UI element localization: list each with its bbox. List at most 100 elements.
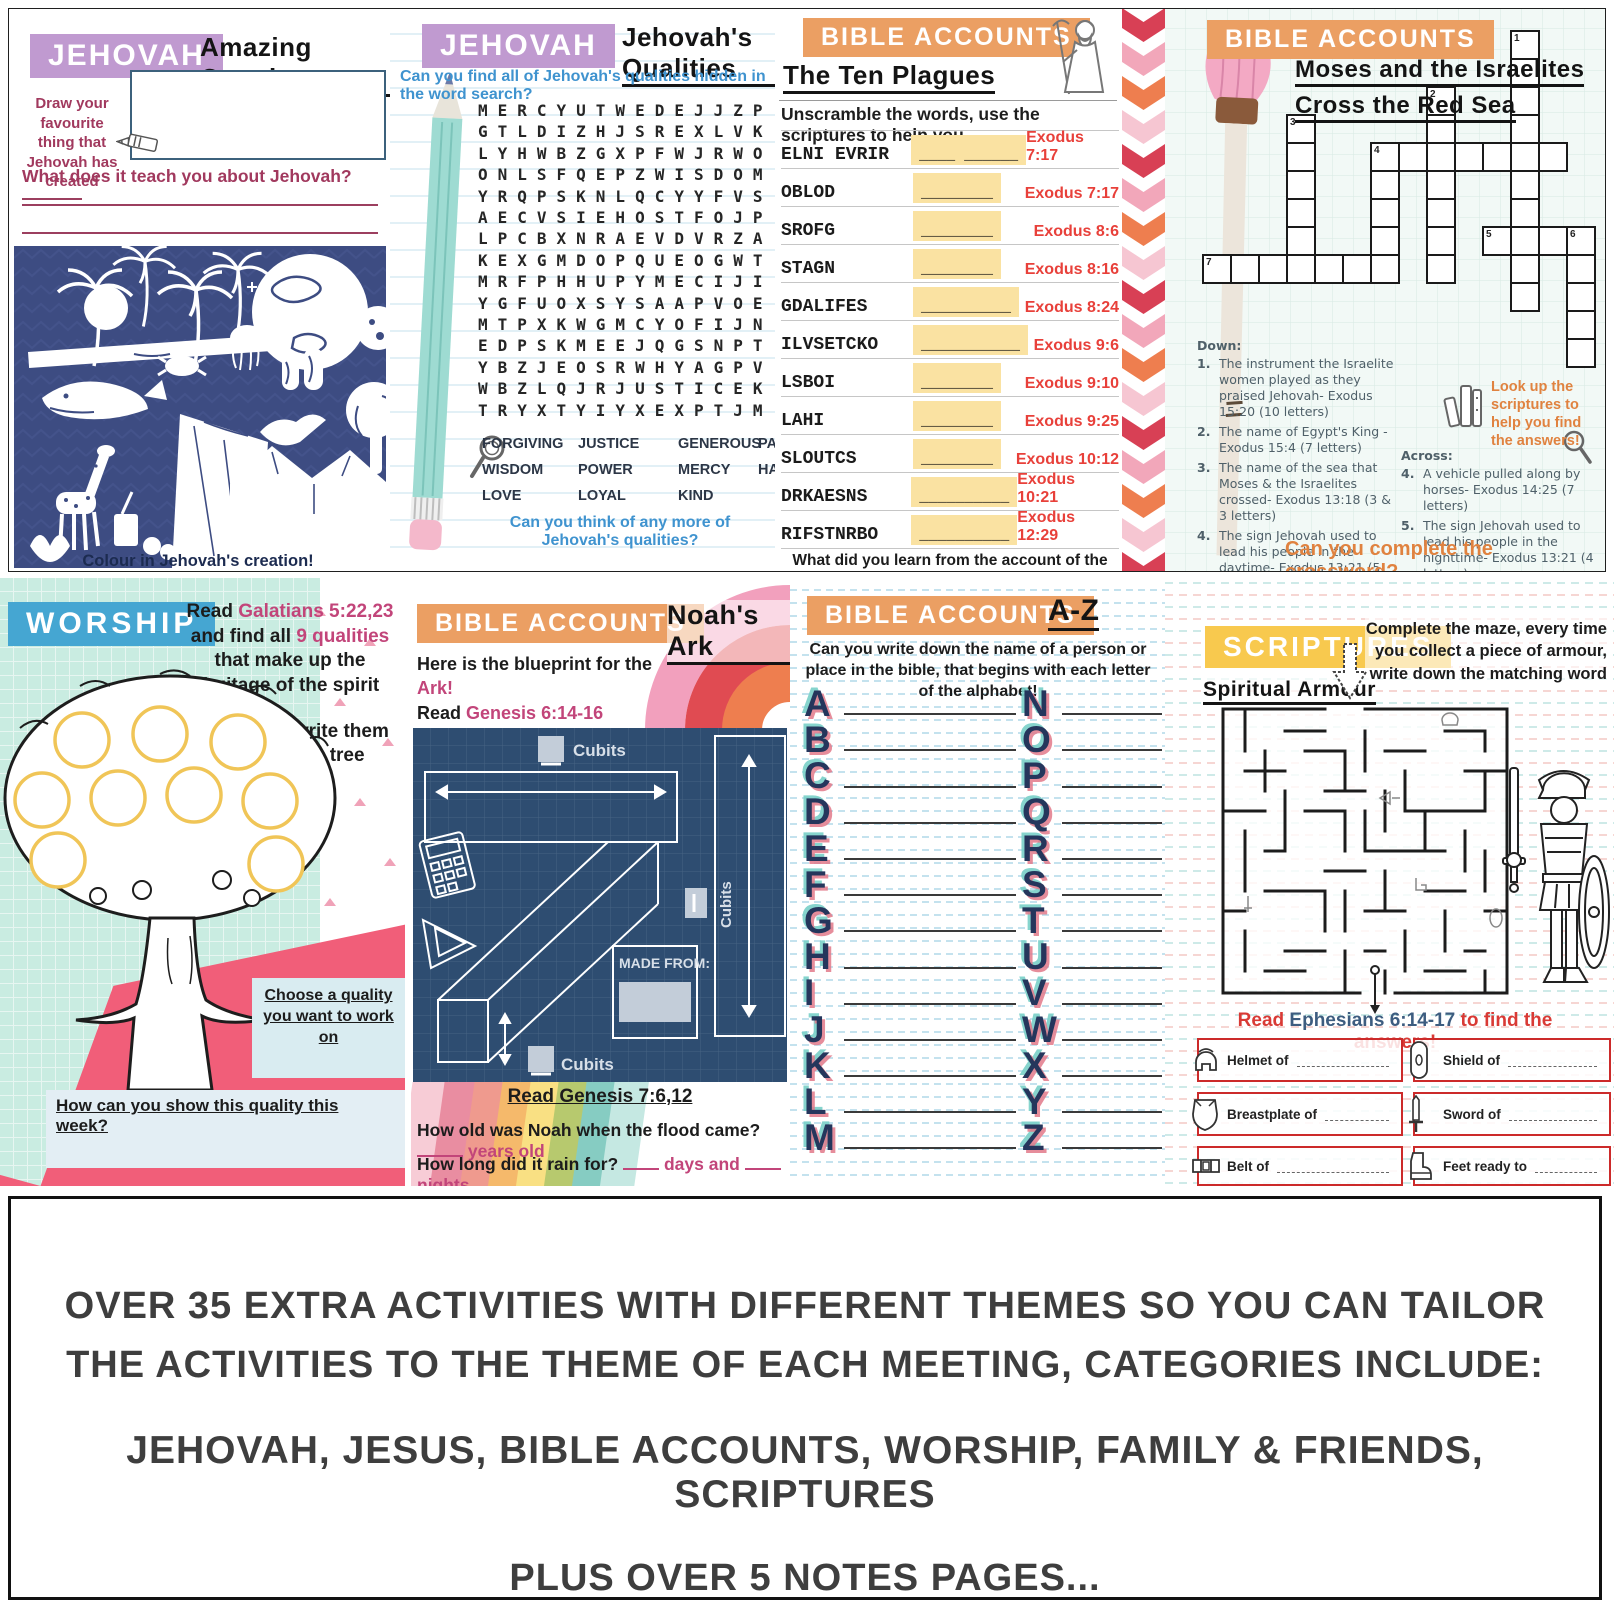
- ruled-paper-background: [390, 8, 775, 572]
- write-line: [1062, 966, 1162, 969]
- cubits-label-bottom: Cubits: [561, 1055, 614, 1074]
- plague-row: SLOUTCS ________ Exodus 10:12: [781, 434, 1119, 472]
- write-line: [1062, 930, 1162, 933]
- ark-blueprint: Cubits Cubits MADE FROM: Cubits: [413, 728, 787, 1082]
- page-title-line2: Cross the Red Sea: [1295, 92, 1516, 123]
- scrambled-word: STAGN: [781, 259, 836, 279]
- scripture-ref: Exodus 8:16: [1024, 261, 1119, 278]
- answer-blank: [1296, 1052, 1389, 1067]
- scripture-ref: Exodus 12:29: [1017, 509, 1076, 544]
- made-from-label: MADE FROM:: [619, 955, 710, 971]
- write-line: [1062, 1111, 1162, 1114]
- scripture-ref: Exodus 10:12: [1015, 451, 1119, 468]
- write-line: [1062, 713, 1162, 716]
- az-letter: S: [1022, 863, 1047, 905]
- az-letter: W: [1022, 1008, 1057, 1050]
- scripture-ref: Exodus 8:6: [1033, 223, 1119, 240]
- worksheet-spiritual-armour: SCRIPTURES Spiritual Armour Complete the…: [1165, 578, 1614, 1186]
- az-letter: B: [804, 719, 831, 761]
- plague-row: GDALIFES __________ Exodus 8:24: [781, 282, 1119, 320]
- worksheet-noahs-ark: BIBLE ACCOUNTS Noah's Ark Here is the bl…: [405, 578, 790, 1186]
- clue-item: 5. The sign Jehovah used to lead his peop…: [1401, 518, 1594, 572]
- word-list-item: HAPPY: [758, 462, 775, 478]
- scripture-ref: Exodus 9:6: [1033, 337, 1119, 354]
- cubits-label-right: Cubits: [718, 881, 735, 928]
- page-title-line1: Moses and the Israelites: [1295, 56, 1585, 87]
- write-line: [844, 894, 1016, 897]
- az-letter: D: [804, 791, 831, 833]
- wordsearch-row: YRQPSKNLQCYYFVS: [478, 186, 773, 206]
- word-list-item: WISDOM: [482, 462, 544, 478]
- az-row: P: [1022, 756, 1162, 794]
- wordsearch-row: LYHWBZGXPFWJRWO: [478, 143, 773, 163]
- plague-list: ELNI EVRIR ____ ______ Exodus 7:17 OBLOD…: [781, 129, 1119, 549]
- scrambled-word: GDALIFES: [781, 297, 868, 317]
- write-line: [844, 749, 1016, 752]
- wordsearch-row: LPCBXNRAEVDVRZA: [478, 229, 773, 249]
- draw-prompt: Draw your favourite thing that Jehovah h…: [26, 95, 118, 190]
- wordsearch-row: KEXGMDOPQUEOGWT: [478, 250, 773, 270]
- az-letter: G: [804, 900, 833, 942]
- bible-accounts-badge: BIBLE ACCOUNTS: [807, 596, 1094, 635]
- write-line: [844, 1002, 1016, 1005]
- write-line: [22, 198, 82, 200]
- scripture-ref: Ephesians 6:14-17: [1289, 1010, 1456, 1031]
- fruitage-tree-illustration: [3, 669, 337, 1092]
- answer-blank: ___________: [913, 325, 1029, 355]
- helmet-icon: [1195, 1048, 1217, 1071]
- maze-exit-arrow-icon: [1370, 965, 1380, 1014]
- write-line: [844, 1075, 1016, 1078]
- answer-blank: ________: [913, 439, 1002, 469]
- write-line: [844, 930, 1016, 933]
- az-row: Q: [1022, 793, 1162, 831]
- az-row: T: [1022, 901, 1162, 939]
- az-letter: A: [804, 682, 831, 724]
- worksheet-worship-fruitage: WORSHIP Read Galatians 5:22,23 and find …: [0, 578, 405, 1186]
- write-line: [1062, 1002, 1162, 1005]
- crossword-outro: Can you complete the crossword?: [1285, 538, 1493, 572]
- pencil-icon: [116, 133, 159, 152]
- show-quality-box: How can you show this quality this week?: [46, 1090, 405, 1168]
- az-letter: F: [804, 863, 827, 905]
- wordsearch-grid: MERCYUTWEDEJJZP GTLDIZHJSREXLVK LYHWBZGXPF…: [478, 100, 773, 421]
- scripture-ref: Genesis 6:14-16: [466, 702, 604, 723]
- word-list-item: LOYAL: [578, 488, 626, 504]
- answer-blank: [1535, 1158, 1597, 1173]
- wordsearch-row: YGFUOXSYSAAPVOE: [478, 293, 773, 313]
- choose-quality-box: Choose a quality you want to work on: [252, 978, 405, 1078]
- answer-blank: ________: [913, 211, 1002, 241]
- shield-icon: [1410, 1041, 1428, 1079]
- dashed-line-background: [790, 578, 1165, 1186]
- az-column-left: A B C D E: [804, 682, 1016, 1159]
- answer-blank: __________: [911, 515, 1018, 545]
- answer-blank: [1325, 1106, 1389, 1121]
- breastplate-icon: [1192, 1099, 1218, 1131]
- word-list-item: GENEROUS: [678, 436, 761, 452]
- az-row: D: [804, 791, 1016, 833]
- plagues-outro-question: What did you learn from the account of t…: [792, 552, 1108, 572]
- word-list-item: JUSTICE: [578, 436, 640, 452]
- crossword-number: 3: [1290, 117, 1296, 128]
- across-clues: 4. A vehicle pulled along by horses- Exod…: [1401, 466, 1601, 572]
- worksheet-amazing-creation: JEHOVAH Amazing Creation Draw your favou…: [8, 8, 390, 572]
- write-line: [1062, 857, 1162, 860]
- worksheet-ten-plagues: BIBLE ACCOUNTS The Ten Plagues Unscrambl…: [775, 8, 1165, 572]
- answer-blank: ____ ______: [911, 135, 1027, 165]
- flood-question-2: How long did it rain for? days and night…: [417, 1154, 787, 1186]
- answer-blank: [623, 1168, 660, 1170]
- az-letter: Z: [1022, 1117, 1045, 1159]
- answer-blank: __________: [913, 287, 1020, 317]
- clue-item: 4. The sign Jehovah used to lead his peop…: [1197, 528, 1381, 572]
- worksheet-red-sea-crossword: BIBLE ACCOUNTS Moses and the Israelites …: [1165, 8, 1606, 572]
- az-row: O: [1022, 720, 1162, 758]
- az-letter: M: [804, 1117, 835, 1159]
- read-genesis-ref: Read Genesis 7:6,12: [507, 1086, 693, 1107]
- word-list-item: PATIENT: [758, 436, 775, 452]
- az-row: I: [804, 974, 1016, 1012]
- answer-blank: ________: [913, 249, 1002, 279]
- az-row: E: [804, 829, 1016, 867]
- az-row: S: [1022, 863, 1162, 905]
- shield-box: Shield of: [1410, 1038, 1611, 1082]
- worksheet-jehovahs-qualities: JEHOVAH Jehovah's Qualities Can you find…: [390, 8, 775, 572]
- scrambled-word: OBLOD: [781, 183, 836, 203]
